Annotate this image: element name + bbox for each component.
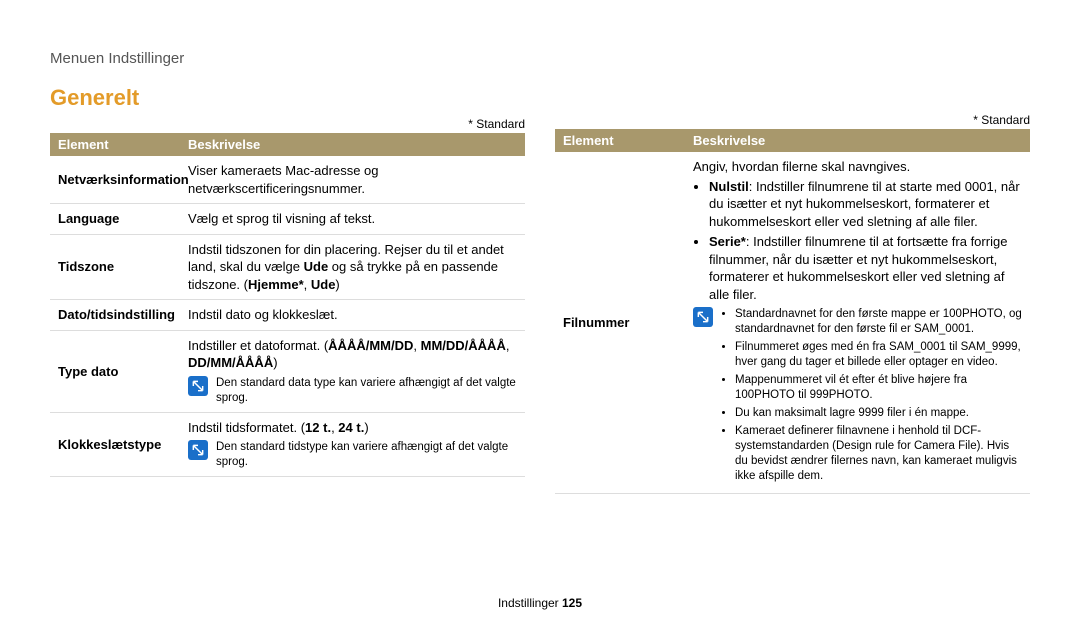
bold: DD/MM/ÅÅÅÅ (188, 355, 273, 370)
table-row: Dato/tidsindstilling Indstil dato og klo… (50, 300, 525, 331)
standard-note-left: * Standard (50, 117, 525, 131)
list-item: Mappenummeret vil ét efter ét blive høje… (735, 373, 1022, 403)
text: : Indstiller filnumrene til at starte me… (709, 179, 1020, 229)
breadcrumb: Menuen Indstillinger (50, 50, 1030, 67)
note-icon (693, 307, 713, 327)
sep: , (506, 338, 510, 353)
row-desc: Indstil dato og klokkeslæt. (180, 300, 525, 331)
text: : Indstiller filnumrene til at fortsætte… (709, 234, 1007, 302)
section-title: Generelt (50, 85, 525, 111)
bullet-list: Nulstil: Indstiller filnumrene til at st… (693, 178, 1022, 304)
list-item: Filnummeret øges med én fra SAM_0001 til… (735, 340, 1022, 370)
row-desc: Vælg et sprog til visning af tekst. (180, 204, 525, 235)
row-label: Tidszone (50, 234, 180, 300)
col-description: Beskrivelse (685, 129, 1030, 152)
bold: Nulstil (709, 179, 749, 194)
left-column: Generelt * Standard Element Beskrivelse … (50, 85, 525, 494)
right-column: * Standard Element Beskrivelse Filnummer… (555, 85, 1030, 494)
left-table: Element Beskrivelse Netværksinformation … (50, 133, 525, 477)
list-item: Kameraet definerer filnavnene i henhold … (735, 424, 1022, 484)
row-desc: Indstiller et datoformat. (ÅÅÅÅ/MM/DD, M… (180, 330, 525, 412)
table-row: Filnummer Angiv, hvordan filerne skal na… (555, 152, 1030, 493)
table-row: Klokkeslætstype Indstil tidsformatet. (1… (50, 412, 525, 476)
row-desc: Viser kameraets Mac-adresse og netværksc… (180, 156, 525, 204)
row-label: Filnummer (555, 152, 685, 493)
list-item: Nulstil: Indstiller filnumrene til at st… (709, 178, 1022, 231)
note-icon (188, 440, 208, 460)
table-row: Tidszone Indstil tidszonen for din place… (50, 234, 525, 300)
intro: Angiv, hvordan filerne skal navngives. (693, 158, 1022, 176)
table-header-row: Element Beskrivelse (50, 133, 525, 156)
note-box: Den standard data type kan variere afhæn… (188, 376, 517, 406)
table-row: Language Vælg et sprog til visning af te… (50, 204, 525, 235)
row-desc: Indstil tidszonen for din placering. Rej… (180, 234, 525, 300)
row-label: Klokkeslætstype (50, 412, 180, 476)
col-element: Element (50, 133, 180, 156)
note-text: Den standard data type kan variere afhæn… (216, 376, 517, 406)
note-text: Standardnavnet for den første mappe er 1… (721, 307, 1022, 486)
list-item: Du kan maksimalt lagre 9999 filer i én m… (735, 406, 1022, 421)
row-desc: Angiv, hvordan filerne skal navngives. N… (685, 152, 1030, 493)
sep: , (304, 277, 311, 292)
sep: , (413, 338, 420, 353)
desc-end: ) (364, 420, 368, 435)
table-row: Type dato Indstiller et datoformat. (ÅÅÅ… (50, 330, 525, 412)
col-description: Beskrivelse (180, 133, 525, 156)
page-number: 125 (562, 596, 582, 610)
bold: Serie* (709, 234, 746, 249)
table-row: Netværksinformation Viser kameraets Mac-… (50, 156, 525, 204)
row-label: Type dato (50, 330, 180, 412)
bold: 24 t. (338, 420, 364, 435)
bold: 12 t. (305, 420, 331, 435)
content-columns: Generelt * Standard Element Beskrivelse … (50, 85, 1030, 494)
page-footer: Indstillinger 125 (0, 596, 1080, 610)
table-header-row: Element Beskrivelse (555, 129, 1030, 152)
row-label: Language (50, 204, 180, 235)
footer-section: Indstillinger (498, 596, 562, 610)
bold: Ude (304, 259, 329, 274)
bold: Hjemme* (248, 277, 304, 292)
list-item: Serie*: Indstiller filnumrene til at for… (709, 233, 1022, 303)
desc-end: ) (335, 277, 339, 292)
row-label: Dato/tidsindstilling (50, 300, 180, 331)
row-desc: Indstil tidsformatet. (12 t., 24 t.) Den… (180, 412, 525, 476)
list-item: Standardnavnet for den første mappe er 1… (735, 307, 1022, 337)
note-box: Standardnavnet for den første mappe er 1… (693, 307, 1022, 486)
note-text: Den standard tidstype kan variere afhæng… (216, 440, 517, 470)
col-element: Element (555, 129, 685, 152)
right-table: Element Beskrivelse Filnummer Angiv, hvo… (555, 129, 1030, 494)
note-box: Den standard tidstype kan variere afhæng… (188, 440, 517, 470)
bold: ÅÅÅÅ/MM/DD (328, 338, 413, 353)
row-label: Netværksinformation (50, 156, 180, 204)
desc-pre: Indstiller et datoformat. ( (188, 338, 328, 353)
note-icon (188, 376, 208, 396)
standard-note-right: * Standard (555, 113, 1030, 127)
note-list: Standardnavnet for den første mappe er 1… (721, 307, 1022, 483)
bold: Ude (311, 277, 336, 292)
bold: MM/DD/ÅÅÅÅ (421, 338, 506, 353)
desc-pre: Indstil tidsformatet. ( (188, 420, 305, 435)
desc-end: ) (273, 355, 277, 370)
